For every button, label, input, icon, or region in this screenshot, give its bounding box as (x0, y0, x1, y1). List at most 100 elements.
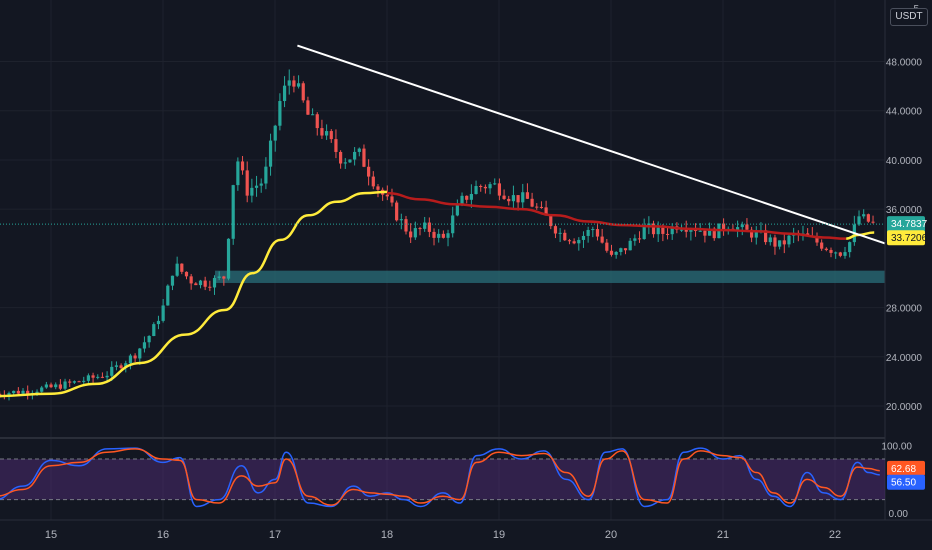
candle-body (642, 225, 646, 240)
candle-body (334, 139, 338, 152)
candle-body (105, 375, 109, 378)
candle-body (339, 151, 343, 164)
candle-body (7, 393, 11, 397)
candle-body (49, 384, 53, 388)
candle-body (194, 283, 198, 286)
candle-body (778, 240, 782, 247)
candle-body (665, 233, 670, 235)
candle-body (838, 252, 842, 256)
candle-body (343, 162, 347, 164)
candle-body (371, 176, 375, 187)
candle-body (222, 276, 226, 279)
candle-body (493, 183, 497, 185)
candle-body (600, 236, 604, 243)
candle-body (483, 186, 487, 189)
candle-body (441, 233, 445, 238)
candle-body (329, 131, 333, 140)
candles (0, 69, 875, 401)
candle-body (68, 381, 72, 383)
candle-body (507, 198, 511, 202)
price-tick-label: 28.0000 (886, 304, 923, 315)
candle-body (0, 393, 2, 396)
price-axis[interactable]: 548.000044.000040.000036.000028.000024.0… (881, 4, 922, 520)
candle-body (390, 196, 394, 203)
candle-body (273, 125, 277, 141)
candle-body (773, 237, 777, 247)
candle-body (661, 227, 665, 234)
candle-body (91, 375, 95, 378)
support-zone-rect (215, 270, 885, 283)
candle-body (310, 114, 315, 116)
candle-body (521, 192, 525, 203)
candle-body (100, 376, 105, 378)
candle-body (768, 237, 772, 243)
candle-body (357, 148, 361, 152)
svg-text:62.68: 62.68 (891, 464, 916, 475)
time-tick-label: 19 (493, 529, 505, 541)
candle-body (614, 251, 618, 255)
candle-body (212, 277, 217, 288)
candle-body (40, 387, 44, 392)
candle-body (824, 248, 828, 250)
candle-body (320, 128, 324, 136)
candle-body (834, 252, 838, 254)
candle-body (623, 248, 628, 251)
price-tick-label: 40.0000 (886, 156, 923, 167)
candle-body (35, 391, 39, 393)
candle-body (399, 219, 403, 221)
candle-body (474, 186, 478, 195)
candle-body (619, 248, 623, 252)
candle-body (245, 170, 249, 196)
time-tick-label: 20 (605, 529, 617, 541)
time-tick-label: 18 (381, 529, 393, 541)
candle-body (754, 231, 758, 238)
candle-body (782, 240, 786, 245)
candle-body (423, 222, 427, 229)
candle-body (670, 226, 674, 235)
candle-body (324, 131, 329, 136)
candle-body (633, 238, 637, 241)
candle-body (553, 226, 558, 234)
candle-body (268, 140, 273, 167)
candle-body (511, 195, 516, 202)
candle-body (740, 224, 744, 228)
candle-body (721, 223, 726, 231)
candle-body (764, 230, 768, 243)
candle-body (605, 242, 609, 251)
candle-body (469, 194, 473, 200)
candle-body (549, 215, 553, 227)
candle-body (138, 348, 142, 359)
grid (0, 0, 885, 520)
moving-average-yellow-line (0, 190, 388, 398)
candle-body (292, 80, 296, 87)
moving-average-red-line (386, 191, 847, 240)
candle-body (63, 381, 67, 389)
candle-body (581, 235, 586, 240)
candle-body (535, 206, 539, 208)
candle-body (287, 80, 291, 86)
candle-body (385, 194, 389, 197)
candle-body (189, 276, 193, 284)
time-tick-label: 16 (157, 529, 169, 541)
candle-body (628, 240, 632, 251)
candle-body (862, 214, 866, 217)
candle-body (119, 365, 123, 369)
candle-body (437, 233, 441, 238)
candle-body (156, 320, 161, 325)
svg-text:34.7837: 34.7837 (891, 219, 928, 230)
currency-badge[interactable]: USDT (890, 8, 928, 26)
stochastic-d-line (0, 448, 880, 506)
candle-body (376, 186, 380, 190)
candle-body (577, 239, 581, 244)
candle-body (866, 214, 870, 222)
candle-body (250, 187, 254, 196)
candle-body (679, 229, 684, 231)
time-axis[interactable]: 15 16 17 18 19 20 21 22 (45, 529, 841, 541)
candle-body (446, 233, 450, 238)
candle-body (637, 238, 642, 240)
candle-body (395, 202, 399, 221)
price-tick-label: 48.0000 (886, 58, 923, 69)
candle-body (848, 242, 852, 253)
candle-body (684, 229, 688, 232)
candle-body (161, 305, 165, 321)
